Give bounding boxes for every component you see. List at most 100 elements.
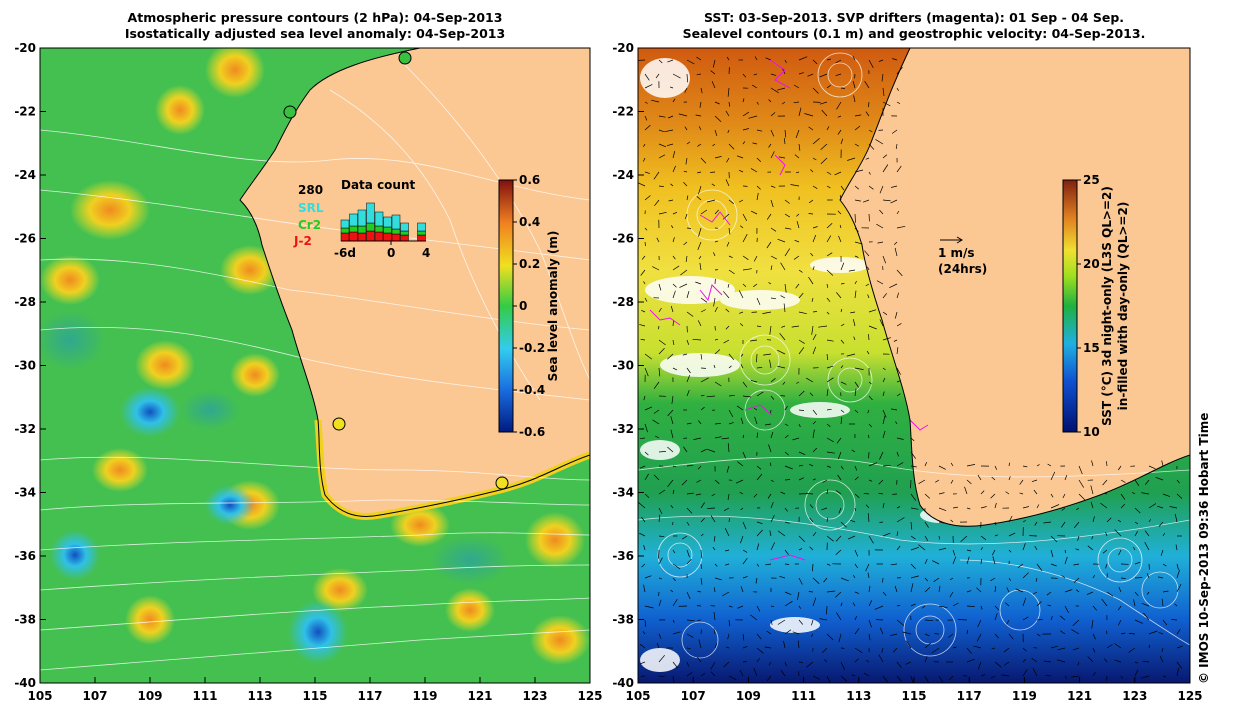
velocity-vector: [894, 247, 898, 257]
sla-colorbar-tick-label: -0.4: [519, 383, 545, 397]
right-ytick-label: -38: [612, 613, 634, 627]
velocity-vector: [652, 266, 660, 271]
velocity-vector: [756, 353, 758, 363]
velocity-vector: [798, 292, 804, 299]
velocity-vector: [853, 336, 856, 341]
velocity-vector: [980, 547, 983, 551]
velocity-vector: [770, 185, 776, 188]
velocity-vector: [1176, 479, 1180, 484]
velocity-vector: [713, 252, 716, 257]
velocity-vector: [679, 283, 688, 288]
velocity-vector: [910, 546, 920, 551]
velocity-vector: [1106, 591, 1114, 597]
velocity-vector: [924, 521, 929, 528]
sst-colorbar-tick-label: 20: [1083, 257, 1100, 271]
left-ytick-label: -34: [14, 486, 36, 500]
velocity-vector: [756, 605, 761, 612]
velocity-vector: [742, 451, 746, 459]
velocity-vector: [777, 619, 786, 625]
velocity-vector: [1071, 675, 1080, 678]
velocity-vector: [737, 461, 744, 467]
velocity-vector: [874, 605, 884, 610]
velocity-vector: [977, 619, 982, 628]
velocity-vector: [697, 619, 702, 621]
velocity-vector: [812, 447, 818, 453]
velocity-vector: [1176, 563, 1179, 570]
velocity-vector: [686, 374, 691, 383]
velocity-vector: [1043, 521, 1052, 524]
sst-colorbar-tick-label: 10: [1083, 425, 1100, 439]
velocity-vector: [812, 226, 818, 229]
right-ytick-label: -22: [612, 105, 634, 119]
velocity-vector: [671, 225, 674, 229]
velocity-vector: [738, 169, 744, 173]
velocity-vector: [822, 647, 828, 653]
velocity-vector: [1036, 504, 1040, 509]
velocity-vector: [1078, 493, 1086, 501]
velocity-vector: [756, 391, 764, 397]
velocity-vector: [778, 156, 786, 159]
velocity-vector: [779, 332, 786, 341]
velocity-vector: [723, 339, 730, 344]
velocity-vector: [966, 658, 976, 663]
velocity-vector: [766, 241, 772, 249]
velocity-vector: [667, 409, 674, 417]
velocity-vector: [753, 667, 758, 677]
velocity-vector: [952, 506, 958, 509]
velocity-vector: [653, 171, 660, 180]
velocity-vector: [835, 490, 842, 495]
velocity-vector: [804, 113, 814, 117]
velocity-vector: [756, 192, 759, 201]
velocity-vector: [822, 479, 828, 483]
velocity-vector: [658, 507, 663, 515]
velocity-vector: [770, 378, 776, 383]
velocity-vector: [812, 478, 816, 481]
velocity-vector: [686, 492, 694, 495]
velocity-vector: [756, 529, 763, 537]
velocity-vector: [991, 549, 996, 556]
velocity-vector: [1092, 605, 1097, 611]
velocity-vector: [868, 479, 873, 482]
velocity-vector: [910, 575, 919, 579]
coastline-left: [239, 48, 590, 517]
histogram-bar: [400, 234, 409, 242]
velocity-vector: [848, 269, 856, 272]
velocity-vector: [1104, 658, 1108, 663]
velocity-vector: [932, 560, 940, 565]
velocity-vector: [854, 213, 856, 223]
velocity-vector: [784, 283, 787, 293]
velocity-vector: [854, 388, 857, 397]
velocity-vector: [1120, 577, 1126, 579]
velocity-vector: [1087, 656, 1094, 663]
velocity-vector: [797, 640, 800, 649]
velocity-vector: [779, 575, 786, 579]
velocity-vector: [1062, 493, 1066, 499]
velocity-vector: [1057, 647, 1066, 651]
velocity-vector: [684, 87, 688, 93]
velocity-vector: [867, 513, 870, 523]
velocity-vector: [798, 605, 801, 609]
velocity-vector: [798, 451, 806, 456]
velocity-vector: [1134, 507, 1141, 514]
velocity-vector: [714, 156, 722, 159]
velocity-vector: [1174, 513, 1178, 523]
right-xtick-label: 115: [901, 689, 926, 703]
histogram-bar: [391, 228, 401, 235]
velocity-vector: [1134, 619, 1143, 624]
velocity-vector: [881, 647, 884, 653]
velocity-vector: [714, 436, 722, 439]
velocity-vector: [1100, 502, 1108, 509]
velocity-vector: [882, 465, 891, 467]
velocity-vector: [686, 389, 690, 397]
velocity-vector: [1144, 542, 1150, 551]
velocity-vector: [881, 73, 884, 82]
velocity-vector: [667, 59, 674, 63]
velocity-vector: [1050, 493, 1054, 498]
velocity-vector: [697, 656, 702, 663]
velocity-vector: [1091, 619, 1094, 629]
velocity-vector: [780, 295, 786, 299]
velocity-vector: [796, 213, 800, 217]
velocity-vector: [890, 563, 898, 566]
velocity-vector: [1061, 575, 1066, 579]
velocity-vector: [821, 109, 828, 117]
